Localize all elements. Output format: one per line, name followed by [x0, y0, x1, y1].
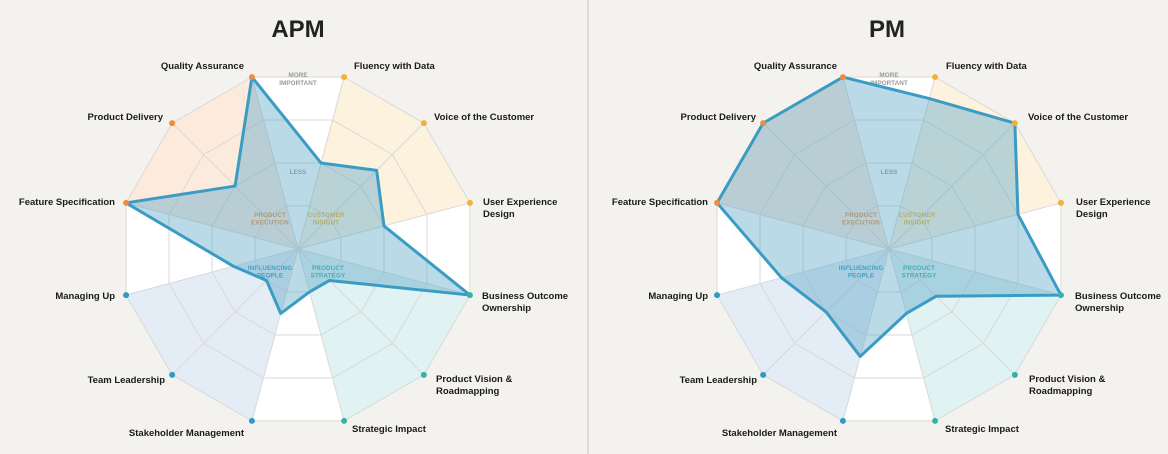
- axis-dot: [1057, 292, 1064, 299]
- grid-spoke: [297, 248, 471, 296]
- grid-spoke: [888, 248, 1062, 296]
- axis-dot: [420, 120, 427, 127]
- panel-divider: [587, 0, 589, 454]
- axis-dot: [123, 199, 130, 206]
- axis-dot: [169, 371, 176, 378]
- grid-spoke: [297, 248, 345, 422]
- axis-dot: [248, 417, 255, 424]
- axis-dot: [248, 74, 255, 81]
- axis-dot: [839, 74, 846, 81]
- axis-label: Quality Assurance: [161, 61, 244, 72]
- grid-spoke: [297, 122, 425, 250]
- axis-label: Product Delivery: [681, 112, 757, 123]
- grid-spoke: [125, 202, 299, 250]
- grid-spoke: [171, 248, 299, 376]
- axis-label: Feature Specification: [19, 197, 115, 208]
- axis-dot: [169, 120, 176, 127]
- axis-label: Voice of the Customer: [434, 112, 534, 123]
- axis-label: Feature Specification: [612, 197, 708, 208]
- axis-label: Team Leadership: [680, 375, 758, 386]
- ring-label-important: IMPORTANT: [279, 80, 317, 87]
- ring-label-less: LESS: [881, 169, 898, 176]
- category-label-people: INFLUENCING: [839, 265, 883, 272]
- grid-spoke: [251, 76, 299, 250]
- axis-label: Managing Up: [55, 291, 115, 302]
- axis-dot: [714, 199, 721, 206]
- category-label-insight: CUSTOMER: [899, 212, 936, 219]
- axis-dot: [1057, 199, 1064, 206]
- grid-spoke: [716, 248, 890, 296]
- axis-label: User Experience Design: [1076, 197, 1150, 220]
- axis-label: Product Vision & Roadmapping: [436, 374, 513, 397]
- axis-label: Quality Assurance: [754, 61, 837, 72]
- axis-label: Business Outcome Ownership: [1075, 291, 1161, 314]
- axis-dot: [932, 74, 939, 81]
- axis-dot: [466, 199, 473, 206]
- category-label-insight: INSIGHT: [313, 220, 340, 227]
- axis-label: Fluency with Data: [946, 61, 1027, 72]
- axis-dot: [1011, 371, 1018, 378]
- axis-dot: [341, 417, 348, 424]
- category-label-execution: PRODUCT: [845, 212, 877, 219]
- grid-spoke: [888, 122, 1016, 250]
- grid-spoke: [888, 202, 1062, 250]
- axis-label: Team Leadership: [88, 375, 166, 386]
- category-label-people: PEOPLE: [257, 273, 283, 280]
- axis-label: Business Outcome Ownership: [482, 291, 568, 314]
- grid-spoke: [125, 248, 299, 296]
- axis-dot: [466, 292, 473, 299]
- apm-radar-chart: APMMOREIMPORTANTLESSPRODUCTEXECUTIONCUST…: [19, 16, 568, 439]
- axis-label: Stakeholder Management: [129, 428, 245, 439]
- axis-dot: [760, 371, 767, 378]
- axis-dot: [760, 120, 767, 127]
- category-label-insight: CUSTOMER: [308, 212, 345, 219]
- ring-label-less: LESS: [290, 169, 307, 176]
- category-label-strategy: PRODUCT: [312, 265, 344, 272]
- grid-spoke: [888, 248, 936, 422]
- grid-spoke: [716, 202, 890, 250]
- category-label-people: PEOPLE: [848, 273, 874, 280]
- axis-label: Product Vision & Roadmapping: [1029, 374, 1106, 397]
- grid-spoke: [297, 248, 425, 376]
- category-label-insight: INSIGHT: [904, 220, 931, 227]
- axis-dot: [123, 292, 130, 299]
- category-label-execution: EXECUTION: [842, 220, 880, 227]
- axis-label: Managing Up: [648, 291, 708, 302]
- category-label-strategy: STRATEGY: [311, 273, 347, 280]
- grid-spoke: [762, 122, 890, 250]
- chart-title: APM: [271, 16, 324, 43]
- ring-label-more: MORE: [879, 72, 899, 79]
- category-label-people: INFLUENCING: [248, 265, 292, 272]
- category-label-strategy: STRATEGY: [902, 273, 938, 280]
- ring-label-important: IMPORTANT: [870, 80, 908, 87]
- chart-title: PM: [869, 16, 905, 43]
- pm-radar-chart: PMMOREIMPORTANTLESSPRODUCTEXECUTIONCUSTO…: [612, 16, 1161, 439]
- axis-label: Strategic Impact: [945, 424, 1020, 435]
- axis-label: User Experience Design: [483, 197, 557, 220]
- grid-spoke: [842, 76, 890, 250]
- axis-dot: [341, 74, 348, 81]
- grid-spoke: [888, 76, 936, 250]
- axis-label: Fluency with Data: [354, 61, 435, 72]
- axis-dot: [839, 417, 846, 424]
- axis-label: Voice of the Customer: [1028, 112, 1128, 123]
- grid-spoke: [888, 248, 1016, 376]
- category-label-execution: EXECUTION: [251, 220, 289, 227]
- grid-spoke: [251, 248, 299, 422]
- axis-dot: [714, 292, 721, 299]
- axis-label: Strategic Impact: [352, 424, 427, 435]
- ring-label-more: MORE: [288, 72, 308, 79]
- category-label-execution: PRODUCT: [254, 212, 286, 219]
- axis-label: Stakeholder Management: [722, 428, 838, 439]
- axis-label: Product Delivery: [88, 112, 164, 123]
- grid-spoke: [842, 248, 890, 422]
- axis-dot: [1011, 120, 1018, 127]
- axis-dot: [420, 371, 427, 378]
- category-label-strategy: PRODUCT: [903, 265, 935, 272]
- axis-dot: [932, 417, 939, 424]
